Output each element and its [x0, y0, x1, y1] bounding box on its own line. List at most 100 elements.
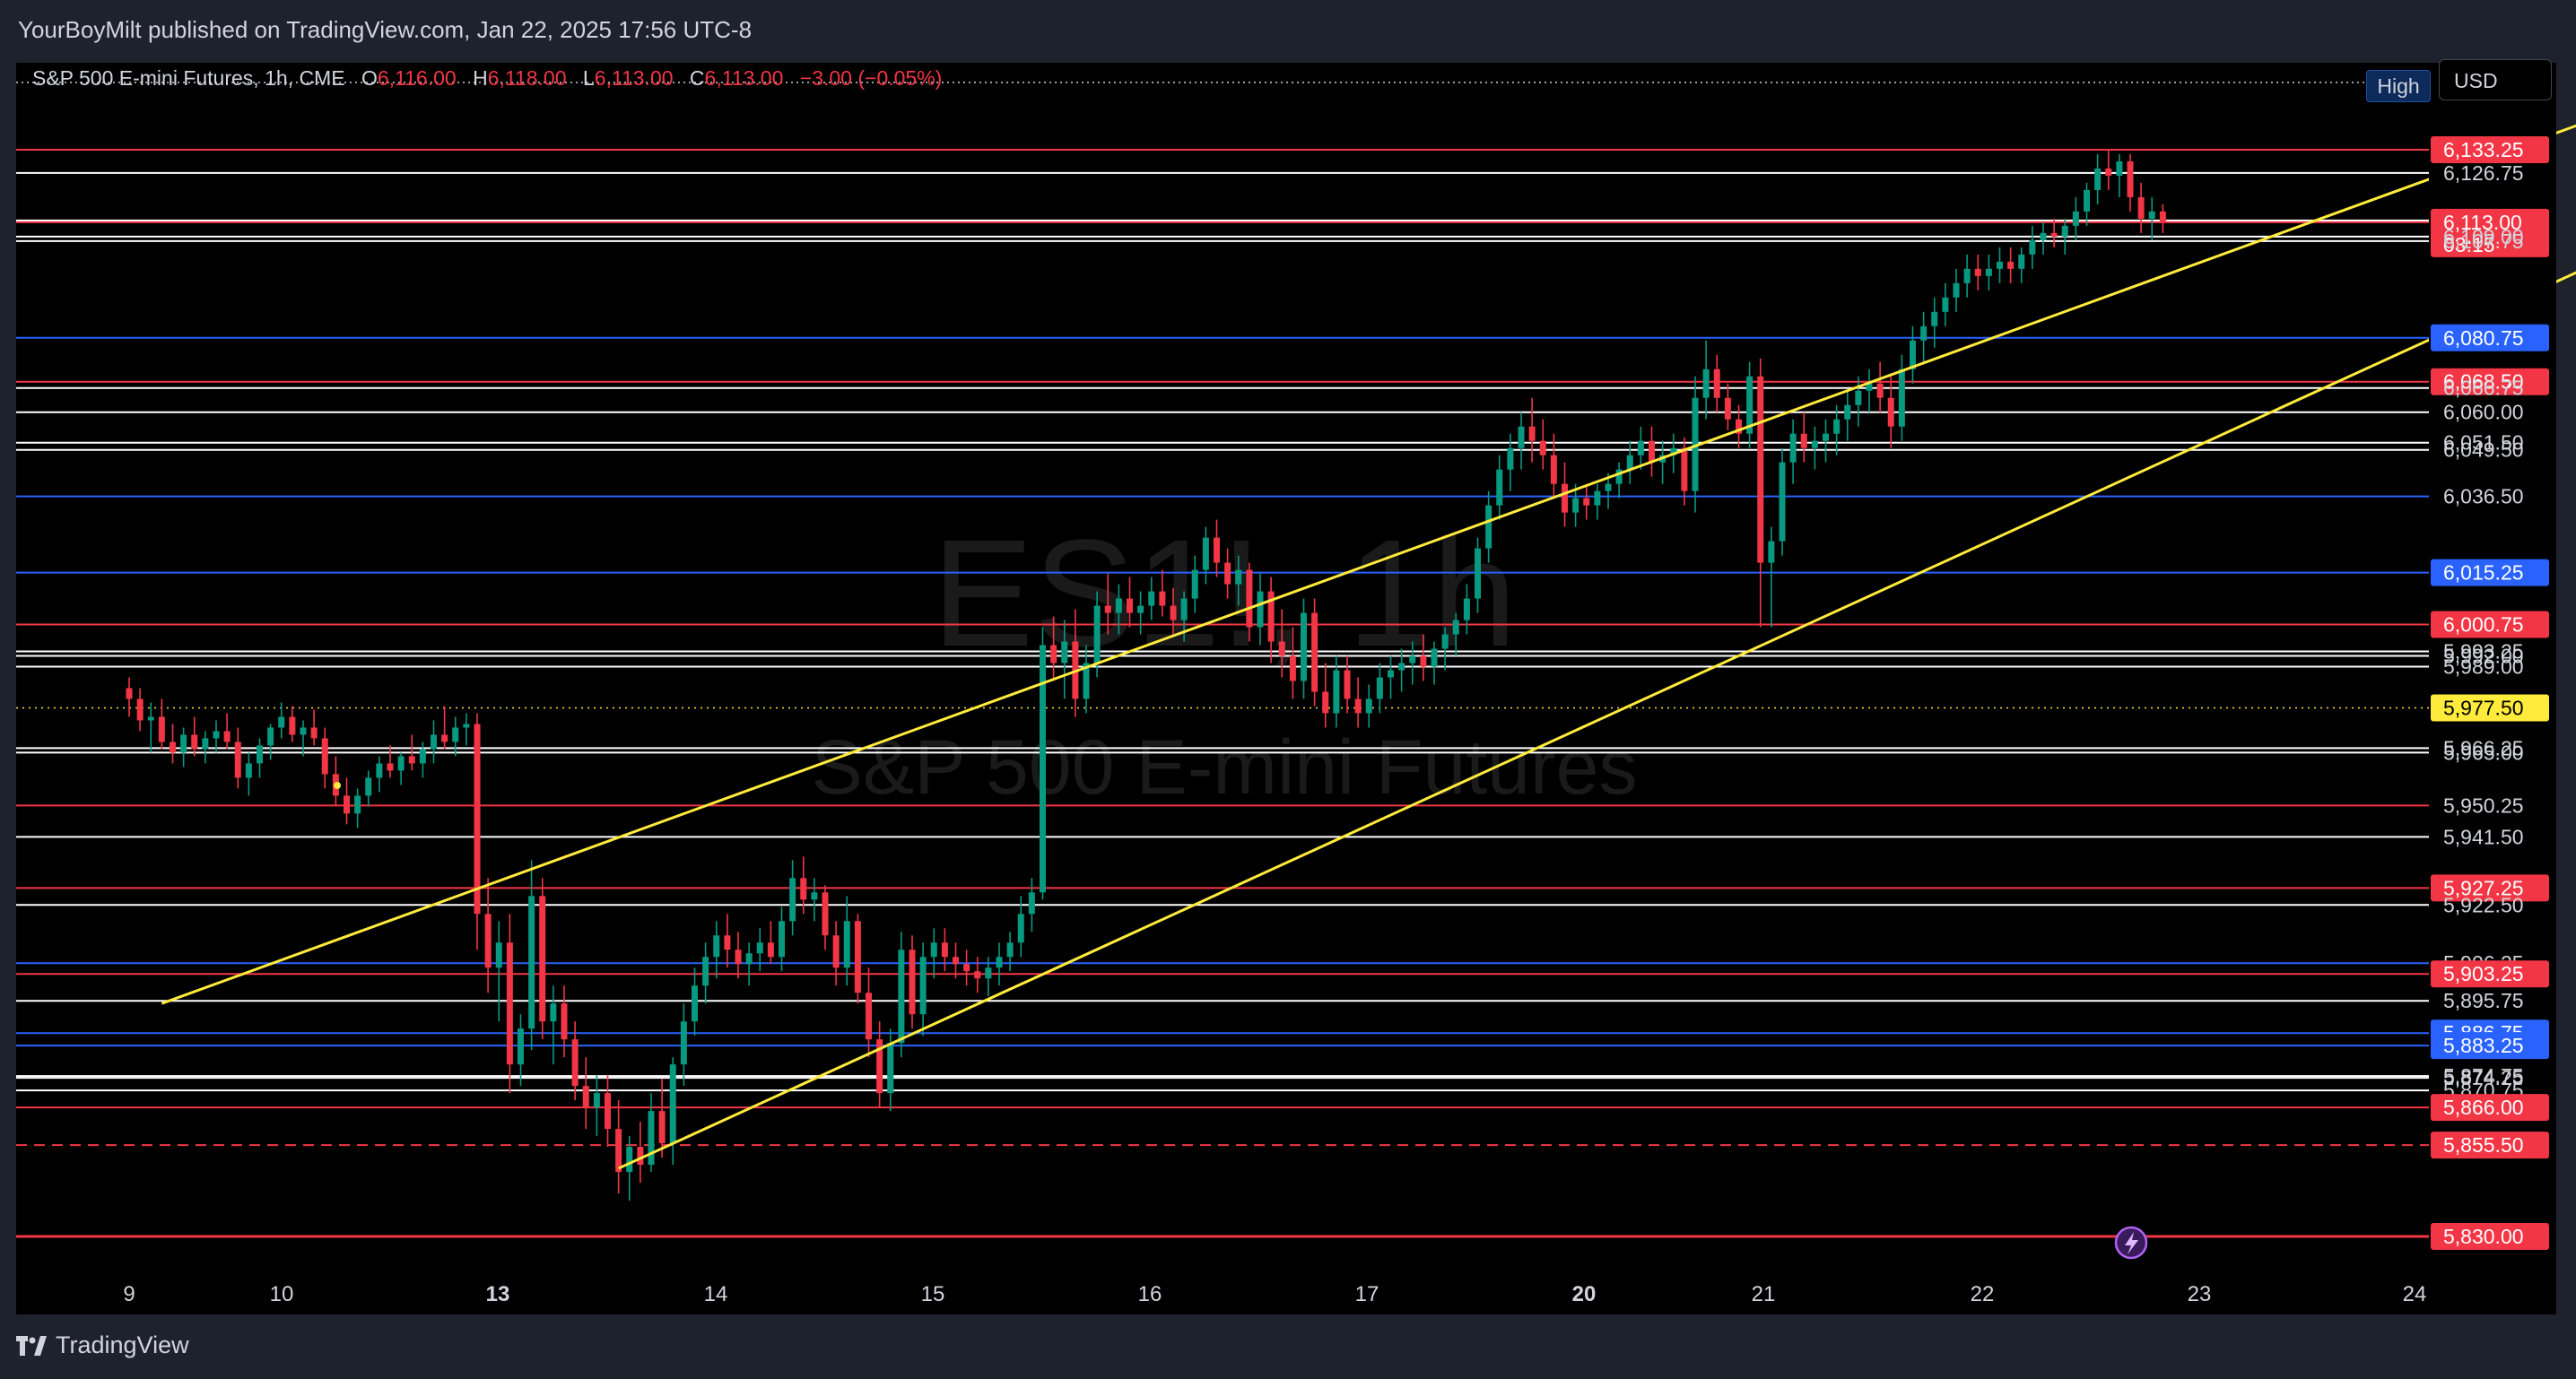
candle-body	[1170, 605, 1177, 620]
legend-close: 6,113.00	[704, 66, 784, 90]
candle-body	[811, 892, 818, 900]
candle-body	[919, 957, 927, 1015]
candle-body	[1441, 634, 1449, 649]
candle-body	[452, 727, 459, 742]
candle-body	[408, 756, 415, 764]
candle-body	[1191, 569, 1198, 599]
price-label: 5,966.25	[2443, 736, 2524, 759]
time-axis[interactable]: 9 10 13 14 15 16 17 20 21 22 23 24	[123, 1282, 2426, 1306]
channel-line-lower	[618, 271, 2576, 1170]
candle-body	[909, 950, 916, 1015]
price-badge	[2431, 1094, 2549, 1122]
candle-body	[680, 1021, 687, 1065]
price-label: 6,080.75	[2443, 326, 2524, 350]
candle-body	[2007, 261, 2015, 269]
candle-body	[1931, 311, 1938, 326]
candle-body	[1398, 663, 1405, 671]
price-label: 5,883.25	[2443, 1034, 2524, 1057]
lightning-icon	[2125, 1232, 2138, 1254]
candle-body	[843, 921, 850, 968]
price-badge	[2431, 208, 2549, 257]
candle-body	[1518, 426, 1525, 448]
candle-body	[876, 1039, 883, 1094]
legend-low-label: L	[582, 66, 595, 90]
candle-body	[1420, 655, 1427, 667]
candle-body	[1974, 268, 1981, 276]
candle-body	[2040, 232, 2047, 240]
legend-high-label: H	[473, 66, 488, 90]
candle-body	[1724, 397, 1731, 420]
candle-body	[1681, 447, 1688, 491]
candle-body	[1583, 498, 1590, 506]
candle-body	[506, 942, 513, 1065]
high-button[interactable]: High	[2366, 70, 2431, 102]
candle-body	[126, 688, 133, 699]
candle-body	[1702, 369, 1710, 398]
candle-body	[136, 698, 144, 721]
candle-body	[202, 738, 209, 750]
tradingview-logo[interactable]: TradingView	[16, 1331, 189, 1359]
candle-body	[1855, 390, 1862, 405]
price-label: 5,965.00	[2443, 741, 2524, 764]
candle-body	[1452, 620, 1459, 635]
candle-body	[300, 727, 307, 735]
candle-body	[518, 1028, 524, 1065]
price-badge	[2431, 874, 2549, 902]
candle-body	[1898, 369, 1905, 427]
candle-body	[735, 950, 742, 965]
candle-body	[1692, 397, 1699, 491]
candle-body	[1736, 419, 1742, 434]
candle-body	[1637, 440, 1644, 455]
price-badge	[2431, 559, 2549, 586]
candle-body	[1214, 537, 1220, 563]
price-label: 6,049.50	[2443, 438, 2524, 462]
price-label: 5,992.00	[2443, 645, 2524, 668]
candle-body	[713, 935, 720, 958]
candle-body	[257, 745, 263, 764]
price-label: 6,060.00	[2443, 401, 2524, 424]
candle-body	[2116, 160, 2123, 176]
yellow-dot-marker	[334, 782, 341, 789]
candle-body	[985, 967, 992, 979]
candle-body	[2029, 239, 2036, 255]
candle-body	[1997, 261, 2003, 269]
candle-body	[1920, 325, 1928, 341]
time-tick-label: 16	[1138, 1282, 1162, 1306]
candle-body	[1572, 498, 1580, 513]
candle-body	[289, 716, 296, 735]
price-badge	[2431, 611, 2549, 638]
currency-button[interactable]: USD	[2439, 59, 2552, 100]
candle-body	[397, 756, 405, 771]
chart-panel[interactable]	[16, 63, 2556, 1314]
chart-markers	[334, 782, 2148, 1260]
price-axis[interactable]: 6,133.256,126.756,113.506,113.256,113.00…	[2429, 63, 2556, 1314]
candle-body	[484, 914, 492, 968]
candle-body	[800, 878, 807, 900]
price-label: 5,830.00	[2443, 1225, 2524, 1248]
price-label: 5,941.50	[2443, 825, 2524, 848]
candle-body	[658, 1111, 666, 1144]
candle-body	[1800, 433, 1807, 448]
candle-body	[463, 724, 470, 728]
candle-body	[1562, 483, 1568, 513]
candle-body	[626, 1147, 633, 1173]
time-tick-label: 23	[2188, 1282, 2212, 1306]
candle-body	[419, 749, 426, 764]
price-label: 6,109.00	[2443, 225, 2524, 248]
time-tick-label: 21	[1752, 1282, 1776, 1306]
candle-body	[854, 921, 861, 993]
legend-symbol: S&P 500 E-mini Futures, 1h, CME	[32, 66, 345, 90]
publisher-info: YourBoyMilt published on TradingView.com…	[18, 16, 753, 43]
price-label: 6,068.50	[2443, 370, 2524, 394]
candle-body	[1887, 397, 1894, 427]
price-label: 5,922.50	[2443, 893, 2524, 916]
candle-body	[1431, 648, 1438, 667]
candle-body	[1463, 598, 1470, 620]
candle-body	[1779, 462, 1786, 542]
candle-body	[1670, 447, 1677, 455]
watermark-ticker: ES1!, 1h	[932, 508, 1517, 679]
candle-body	[571, 1039, 579, 1087]
price-label: 5,866.00	[2443, 1096, 2524, 1119]
candle-body	[1985, 268, 1992, 276]
